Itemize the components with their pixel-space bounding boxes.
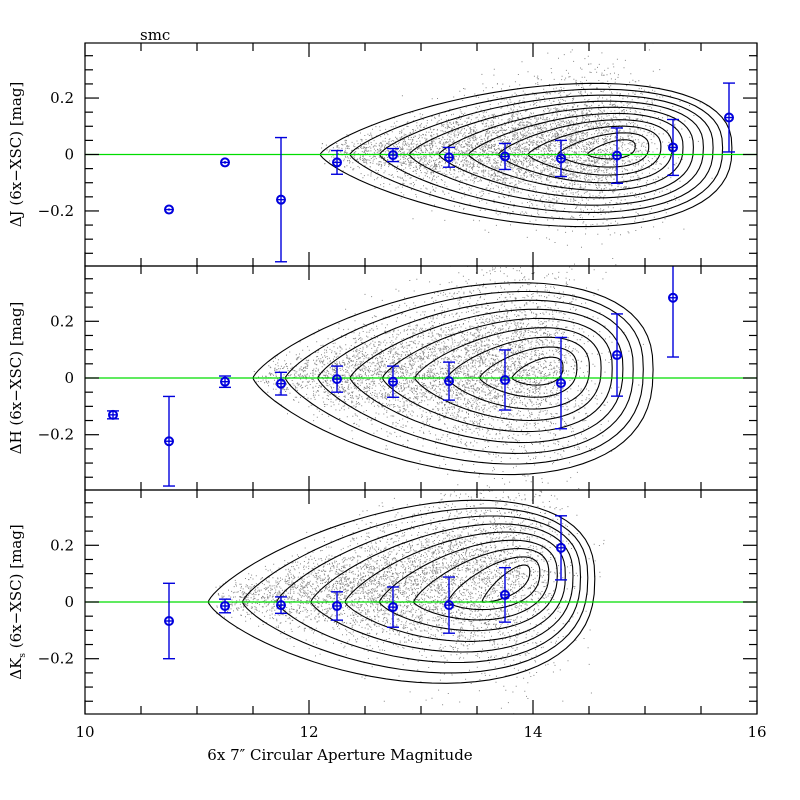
y-tick-label-h-pos: 0.2 <box>50 312 74 330</box>
contour-level-7 <box>446 336 590 410</box>
contour-level-4 <box>349 308 624 444</box>
contour-level-3 <box>317 299 634 454</box>
data-point <box>499 142 511 171</box>
x-axis-label: 6x 7″ Circular Aperture Magnitude <box>207 746 473 764</box>
y-axis-label-ks-prefix: ΔK <box>7 657 25 680</box>
axis-ticks-j <box>84 43 758 266</box>
x-tick-label-10: 10 <box>75 723 94 741</box>
data-point <box>611 127 623 184</box>
y-axis-label-ks-sub: s <box>18 653 28 658</box>
data-point <box>220 157 230 168</box>
y-axis-label-ks-suffix: (6x−XSC) [mag] <box>7 524 25 653</box>
data-point <box>219 598 231 614</box>
contour-level-4 <box>408 100 704 206</box>
panel-delta-h: 0.2 0 −0.2 ΔH (6x−XSC) [mag] <box>7 265 758 491</box>
contour-level-3 <box>276 515 582 664</box>
y-axis-label-ks: ΔKs (6x−XSC) [mag] <box>7 524 28 679</box>
contour-level-1 <box>207 499 596 684</box>
contour-level-2 <box>241 507 589 674</box>
data-point <box>723 82 735 153</box>
contour-level-8 <box>478 346 578 398</box>
y-axis-label-h-prefix: ΔH <box>7 430 25 454</box>
y-axis-label-j-prefix: ΔJ <box>7 210 25 227</box>
y-axis-label-h-suffix: (6x−XSC) [mag] <box>7 302 25 431</box>
y-tick-label-h-neg: −0.2 <box>38 426 74 444</box>
contour-level-10 <box>586 139 636 160</box>
contour-level-5 <box>381 317 613 433</box>
axis-ticks-ks <box>84 490 758 714</box>
contour-level-9 <box>556 132 650 168</box>
data-point <box>387 365 399 398</box>
data-point <box>219 375 231 389</box>
y-axis-label-j: ΔJ (6x−XSC) [mag] <box>7 82 25 228</box>
contour-level-5 <box>438 106 694 199</box>
y-tick-label-h-zero: 0 <box>64 369 74 387</box>
contour-level-2 <box>284 290 644 465</box>
contour-level-9 <box>511 356 564 386</box>
x-tick-label-12: 12 <box>299 723 318 741</box>
y-axis-label-j-suffix: (6x−XSC) [mag] <box>7 82 25 211</box>
contour-level-8 <box>447 556 541 611</box>
data-point <box>163 582 175 660</box>
x-tick-label-14: 14 <box>523 723 542 741</box>
y-tick-label-ks-zero: 0 <box>64 593 74 611</box>
data-point <box>107 409 119 420</box>
contours-ks <box>207 499 596 684</box>
data-point <box>387 586 399 628</box>
y-tick-label-ks-neg: −0.2 <box>38 650 74 668</box>
data-point <box>443 576 455 634</box>
data-point <box>499 349 511 411</box>
data-point <box>443 146 455 168</box>
y-tick-label-j-zero: 0 <box>64 146 74 164</box>
contour-level-5 <box>344 531 566 642</box>
y-tick-label-j-neg: −0.2 <box>38 202 74 220</box>
data-points-j <box>164 82 735 263</box>
data-point <box>555 515 567 581</box>
contour-level-2 <box>349 88 724 221</box>
contour-level-9 <box>481 564 531 603</box>
data-point <box>163 395 175 487</box>
data-point <box>667 118 679 177</box>
data-point <box>275 371 287 396</box>
contours-j <box>319 82 733 228</box>
data-point <box>275 596 287 615</box>
data-point <box>667 266 679 358</box>
data-point <box>555 139 567 178</box>
data-point <box>611 313 623 397</box>
data-point <box>331 365 343 393</box>
data-point <box>275 136 287 263</box>
contour-level-1 <box>319 82 733 228</box>
data-point <box>555 336 567 430</box>
panel-delta-ks: 0.2 0 −0.2 ΔKs (6x−XSC) [mag] <box>7 489 758 715</box>
contour-level-1 <box>252 282 654 476</box>
axis-ticks-h <box>84 266 758 490</box>
data-point <box>331 591 343 621</box>
panel-delta-j: 0.2 0 −0.2 ΔJ (6x−XSC) [mag] <box>7 42 758 267</box>
contour-level-6 <box>378 539 558 632</box>
data-points-ks <box>163 515 567 660</box>
scatter-cloud-j <box>321 43 713 266</box>
contours-h <box>252 282 654 476</box>
chart-title: smc <box>140 26 170 44</box>
contour-level-6 <box>414 327 602 422</box>
data-point <box>499 566 511 623</box>
data-point <box>164 204 174 215</box>
contour-level-6 <box>467 112 684 191</box>
y-tick-label-j-pos: 0.2 <box>50 89 74 107</box>
data-point <box>387 147 399 163</box>
scatter-points <box>321 43 713 266</box>
data-point <box>331 149 343 175</box>
x-tick-label-16: 16 <box>747 723 766 741</box>
y-axis-label-h: ΔH (6x−XSC) [mag] <box>7 302 25 455</box>
data-point <box>443 361 455 401</box>
data-points-h <box>107 266 679 487</box>
y-tick-label-ks-pos: 0.2 <box>50 536 74 554</box>
contour-level-7 <box>412 547 550 621</box>
contour-level-3 <box>378 94 714 213</box>
contour-level-4 <box>310 523 574 653</box>
